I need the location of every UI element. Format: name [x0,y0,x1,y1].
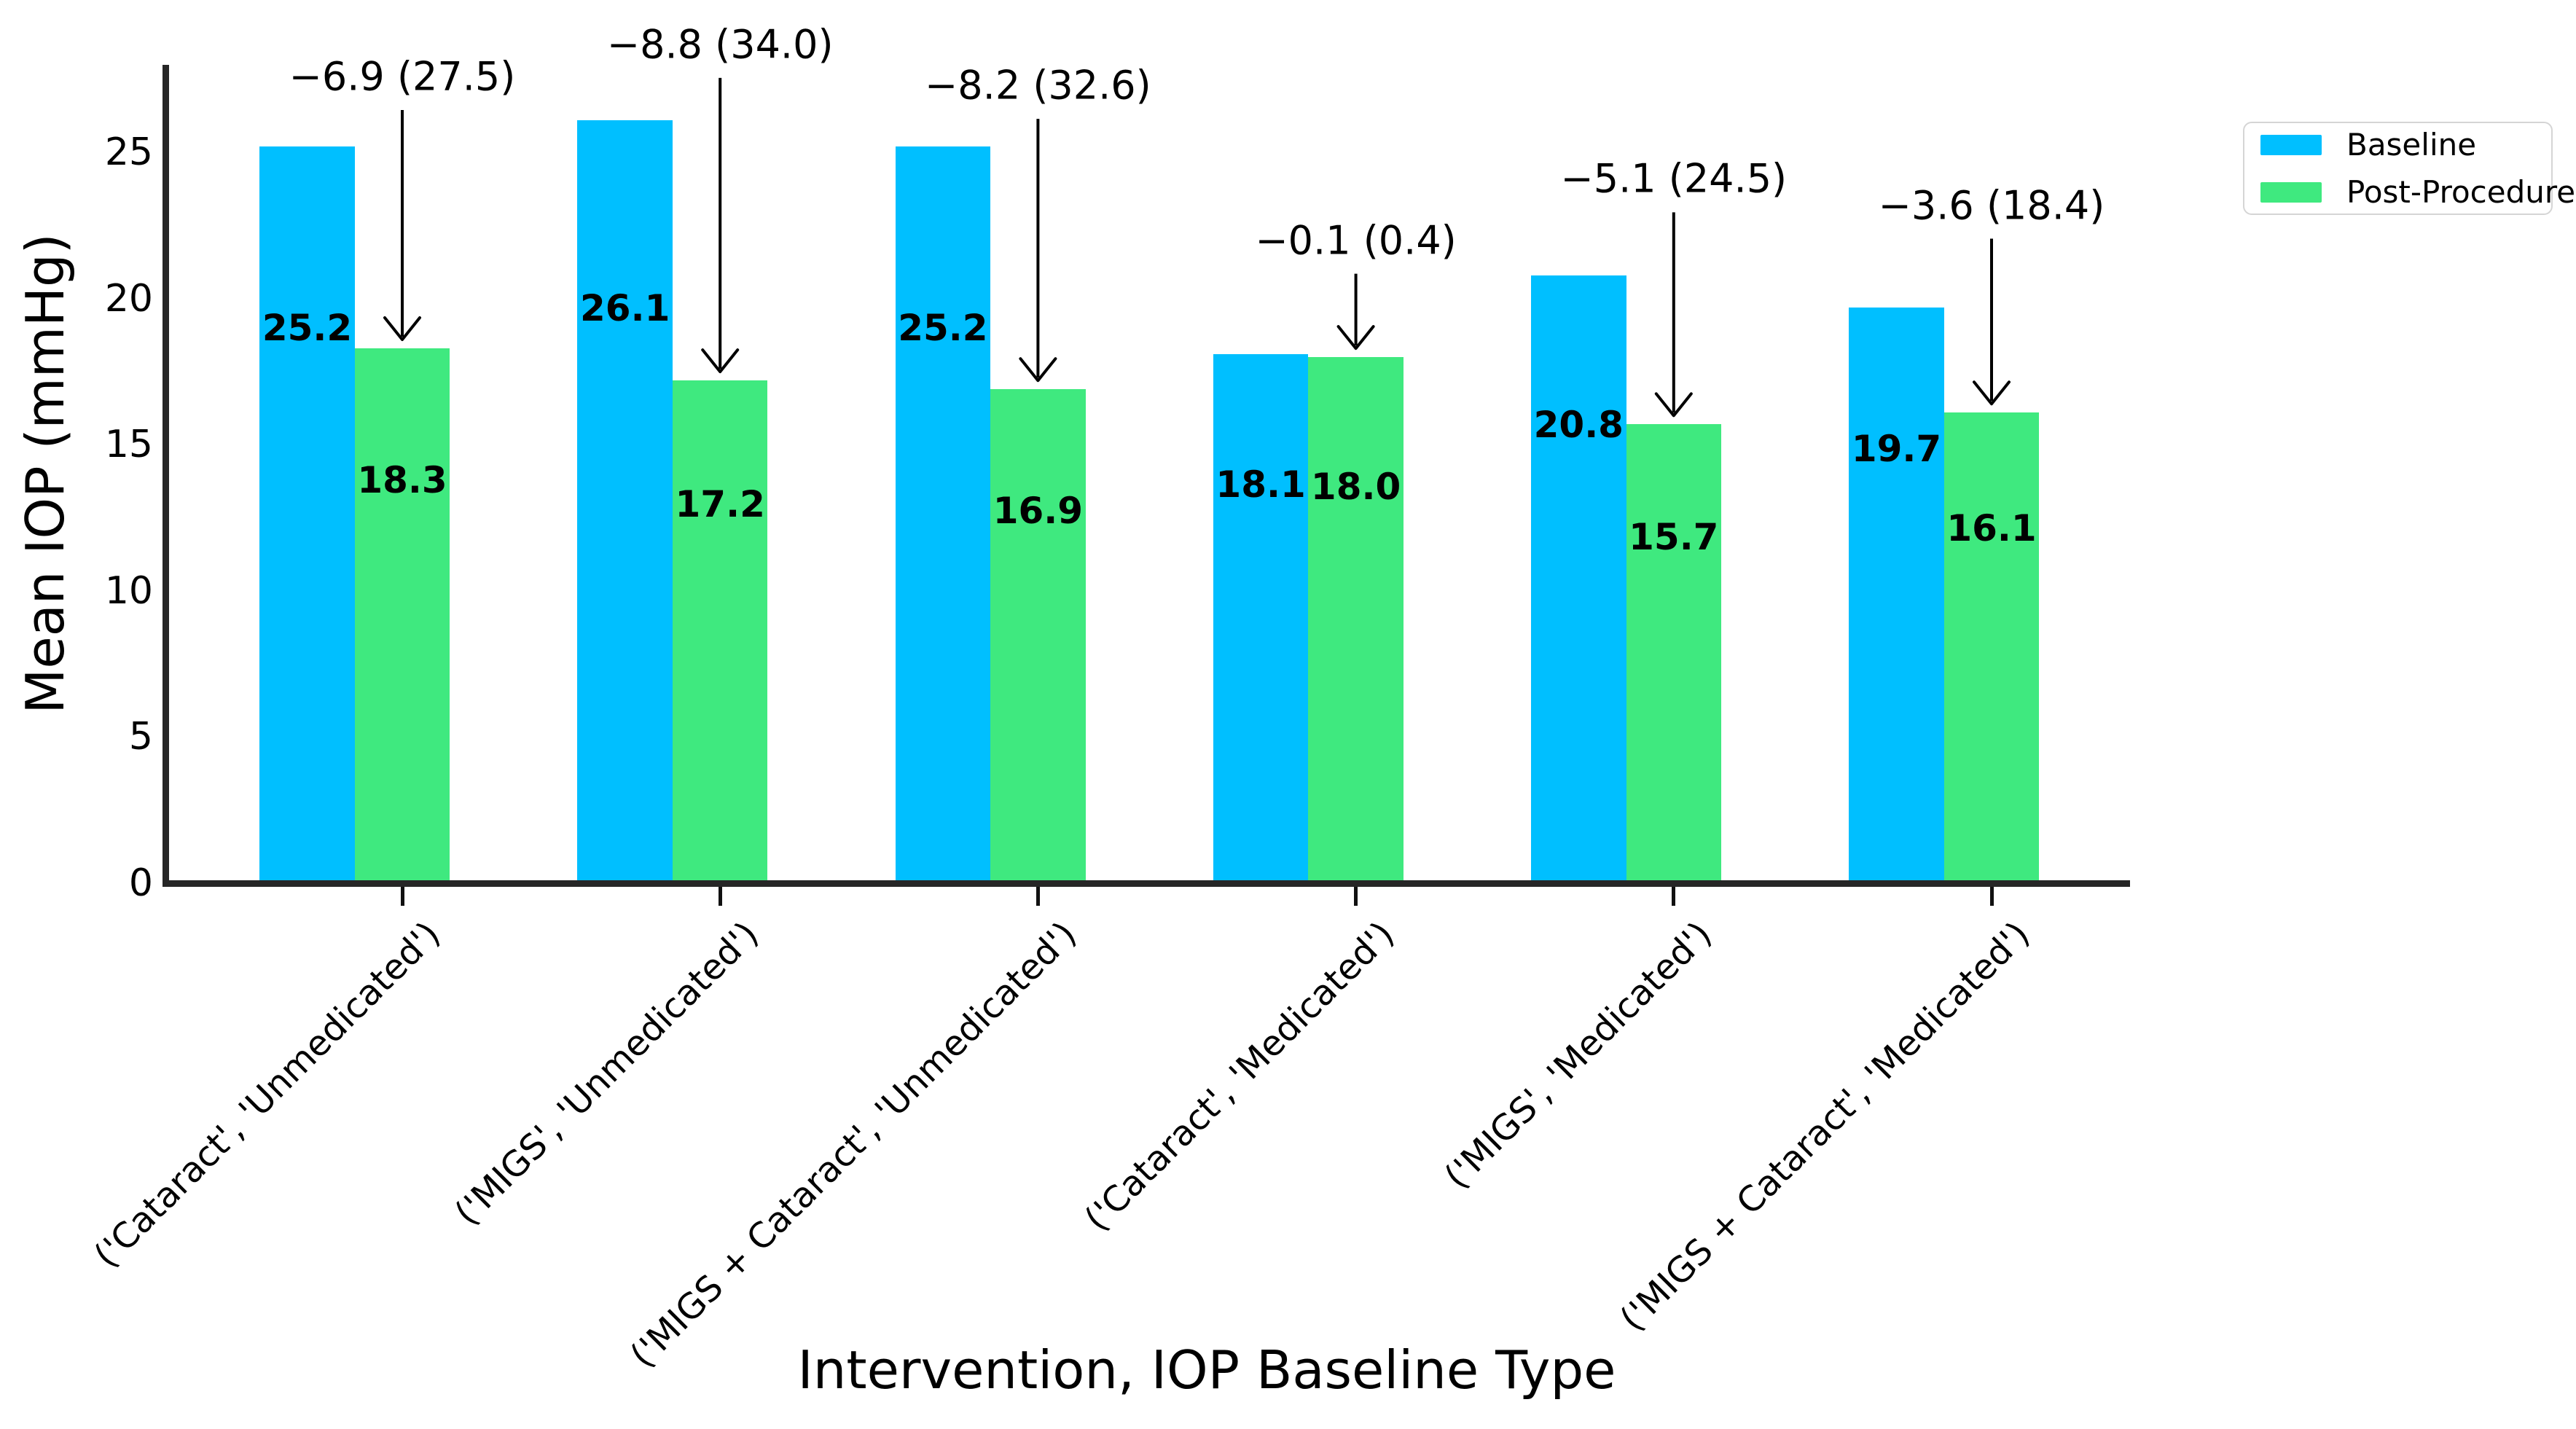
legend-swatch [2260,181,2322,203]
arrow-head [1336,325,1375,351]
y-tick-label: 15 [104,423,153,467]
bar-value-label: 15.7 [1629,516,1719,559]
x-tick-label: ('Cataract', 'Unmedicated') [86,914,449,1276]
legend-item-post-procedure: Post-Procedure [2260,174,2575,210]
legend-swatch [2260,134,2322,155]
y-tick-label: 0 [128,861,153,905]
x-tick-mark [718,887,722,906]
bar-value-label: 19.7 [1851,428,1942,471]
bar-value-label: 18.3 [357,458,447,501]
x-axis-line [163,880,2130,887]
x-axis-label: Intervention, IOP Baseline Type [797,1339,1616,1401]
annotation-text: −8.2 (32.6) [925,62,1151,109]
annotation-text: −3.6 (18.4) [1878,182,2105,228]
x-tick-label: ('MIGS', 'Medicated') [1436,914,1720,1197]
arrow-head [1654,392,1693,418]
y-tick-label: 10 [104,568,153,613]
bar-value-label: 17.2 [675,482,765,525]
bar-baseline [577,120,673,883]
x-tick-label: ('MIGS', 'Unmedicated') [447,914,767,1234]
bar-post-procedure [1943,412,2040,883]
x-tick-mark [1036,887,1040,906]
annotation-text: −0.1 (0.4) [1255,217,1457,264]
x-tick-mark [1989,887,1994,906]
bar-post-procedure [990,389,1086,883]
annotation-text: −6.9 (27.5) [289,53,516,100]
legend-item-baseline: Baseline [2260,127,2551,163]
bar-post-procedure [354,348,450,883]
legend-label: Baseline [2346,127,2477,163]
bar-baseline [1849,307,1944,883]
arrow-head [1019,357,1057,383]
x-tick-mark [1672,887,1676,906]
legend: Baseline Post-Procedure [2243,122,2575,215]
bar-baseline [1531,275,1626,883]
x-tick-mark [1354,887,1358,906]
bar-value-label: 25.2 [898,306,988,349]
bar-post-procedure [672,380,768,883]
legend-label: Post-Procedure [2346,174,2576,210]
y-tick-label: 25 [104,130,153,175]
x-tick-mark [400,887,404,906]
bar-baseline [895,146,991,883]
bar-value-label: 25.2 [262,306,353,349]
arrow-head [383,316,421,342]
x-tick-label: ('Cataract', 'Medicated') [1076,914,1403,1240]
bar-value-label: 18.1 [1215,463,1306,506]
annotation-text: −8.8 (34.0) [606,21,834,68]
bar-value-label: 26.1 [580,286,670,329]
bar-value-label: 20.8 [1533,403,1624,446]
bar-post-procedure [1308,357,1404,883]
bar-value-label: 16.9 [993,489,1084,532]
arrow-head [701,348,740,374]
y-tick-label: 5 [128,715,153,759]
annotation-text: −5.1 (24.5) [1560,155,1788,202]
arrow-head [1973,380,2011,406]
bar-baseline [1213,354,1309,883]
bar-value-label: 16.1 [1946,507,2037,550]
bar-baseline [259,146,355,883]
bar-post-procedure [1626,424,1722,883]
y-axis-line [163,65,169,887]
y-tick-label: 20 [104,276,153,321]
bar-value-label: 18.0 [1310,465,1401,508]
